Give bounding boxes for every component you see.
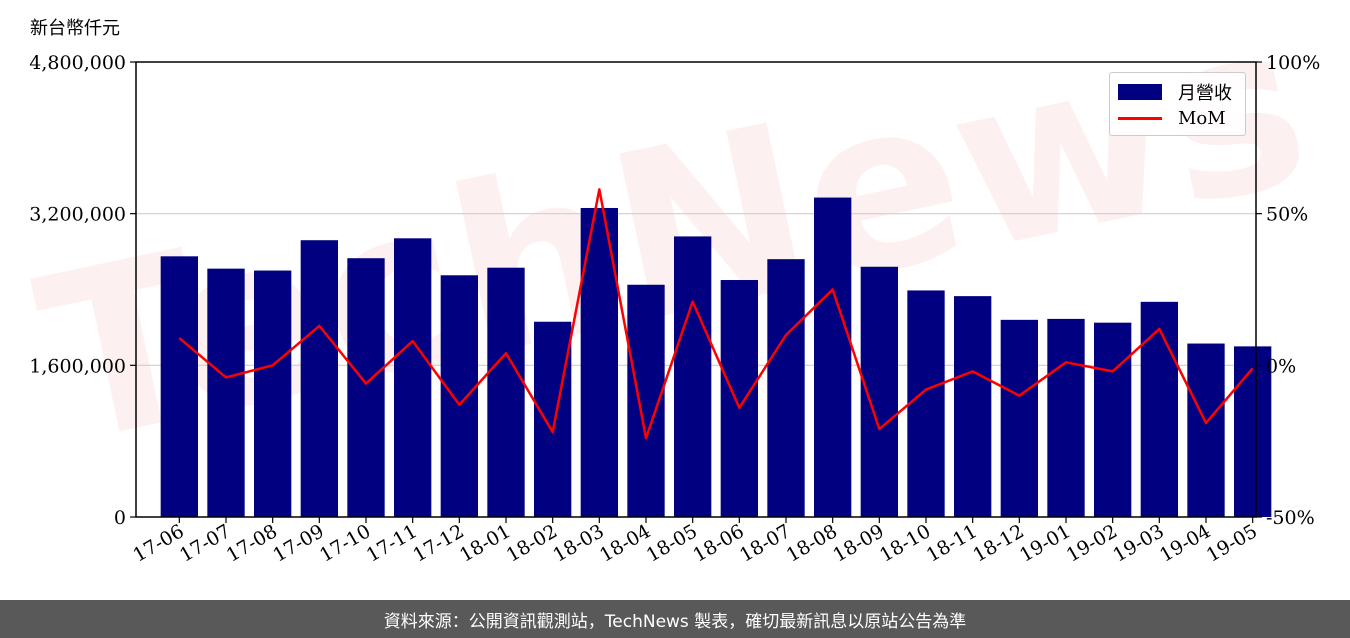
legend-item-revenue: 月營收 — [1118, 79, 1232, 105]
y-right-tick-label: 100% — [1266, 52, 1320, 74]
bar-19-03 — [1141, 302, 1178, 517]
x-tick-label: 18-10 — [876, 520, 934, 566]
x-tick-label: 17-08 — [223, 520, 281, 566]
bar-18-12 — [1001, 320, 1038, 517]
x-tick-label: 18-05 — [643, 520, 701, 566]
bar-17-09 — [301, 240, 338, 517]
legend-line-swatch — [1118, 117, 1162, 120]
y-left-tick-label: 3,200,000 — [29, 204, 126, 226]
x-tick-label: 17-09 — [269, 520, 327, 566]
x-tick-label: 18-04 — [596, 520, 654, 566]
x-tick-label: 18-01 — [456, 520, 514, 566]
x-tick-label: 18-02 — [503, 520, 561, 566]
bar-18-05 — [674, 236, 711, 517]
bar-19-01 — [1047, 319, 1084, 517]
bar-18-01 — [487, 268, 524, 517]
bar-17-07 — [207, 269, 244, 517]
bar-19-04 — [1187, 344, 1224, 517]
x-tick-label: 17-07 — [176, 520, 234, 566]
y-right-tick-label: 0% — [1266, 355, 1296, 377]
x-tick-label: 19-02 — [1063, 520, 1121, 566]
bar-17-10 — [347, 258, 384, 517]
legend-label-revenue: 月營收 — [1178, 79, 1232, 105]
x-tick-label: 17-06 — [129, 520, 187, 566]
source-text: 資料來源：公開資訊觀測站，TechNews 製表，確切最新訊息以原站公告為準 — [384, 607, 966, 632]
bar-17-08 — [254, 271, 291, 517]
legend-bar-swatch — [1118, 84, 1162, 100]
x-tick-label: 19-05 — [1203, 520, 1261, 566]
x-tick-label: 18-11 — [923, 520, 981, 566]
bar-18-11 — [954, 296, 991, 517]
y-right-tick-label: 50% — [1266, 204, 1308, 226]
bar-17-12 — [441, 275, 478, 517]
legend-item-mom: MoM — [1118, 108, 1226, 129]
bar-19-02 — [1094, 323, 1131, 517]
x-tick-label: 18-09 — [829, 520, 887, 566]
source-footer: 資料來源：公開資訊觀測站，TechNews 製表，確切最新訊息以原站公告為準 — [0, 600, 1350, 638]
bar-18-07 — [767, 259, 804, 517]
y-left-tick-label: 0 — [114, 507, 126, 529]
x-tick-label: 18-03 — [549, 520, 607, 566]
bar-18-02 — [534, 322, 571, 517]
bar-18-08 — [814, 198, 851, 517]
x-tick-label: 18-08 — [783, 520, 841, 566]
y-left-tick-label: 1,600,000 — [29, 355, 126, 377]
x-tick-label: 17-11 — [363, 520, 421, 566]
x-tick-label: 19-01 — [1016, 520, 1074, 566]
x-tick-label: 18-12 — [969, 520, 1027, 566]
bar-18-10 — [907, 290, 944, 517]
x-tick-label: 19-04 — [1156, 520, 1214, 566]
y-left-tick-label: 4,800,000 — [29, 52, 126, 74]
bar-17-06 — [161, 256, 198, 517]
x-tick-label: 19-03 — [1109, 520, 1167, 566]
legend: 月營收 MoM — [1109, 72, 1246, 136]
y-right-tick-label: -50% — [1266, 507, 1315, 529]
x-tick-label: 18-07 — [736, 520, 794, 566]
bar-18-06 — [721, 280, 758, 517]
x-tick-label: 17-10 — [316, 520, 374, 566]
bar-17-11 — [394, 238, 431, 517]
x-tick-label: 18-06 — [689, 520, 747, 566]
legend-label-mom: MoM — [1178, 108, 1226, 129]
x-tick-label: 17-12 — [409, 520, 467, 566]
